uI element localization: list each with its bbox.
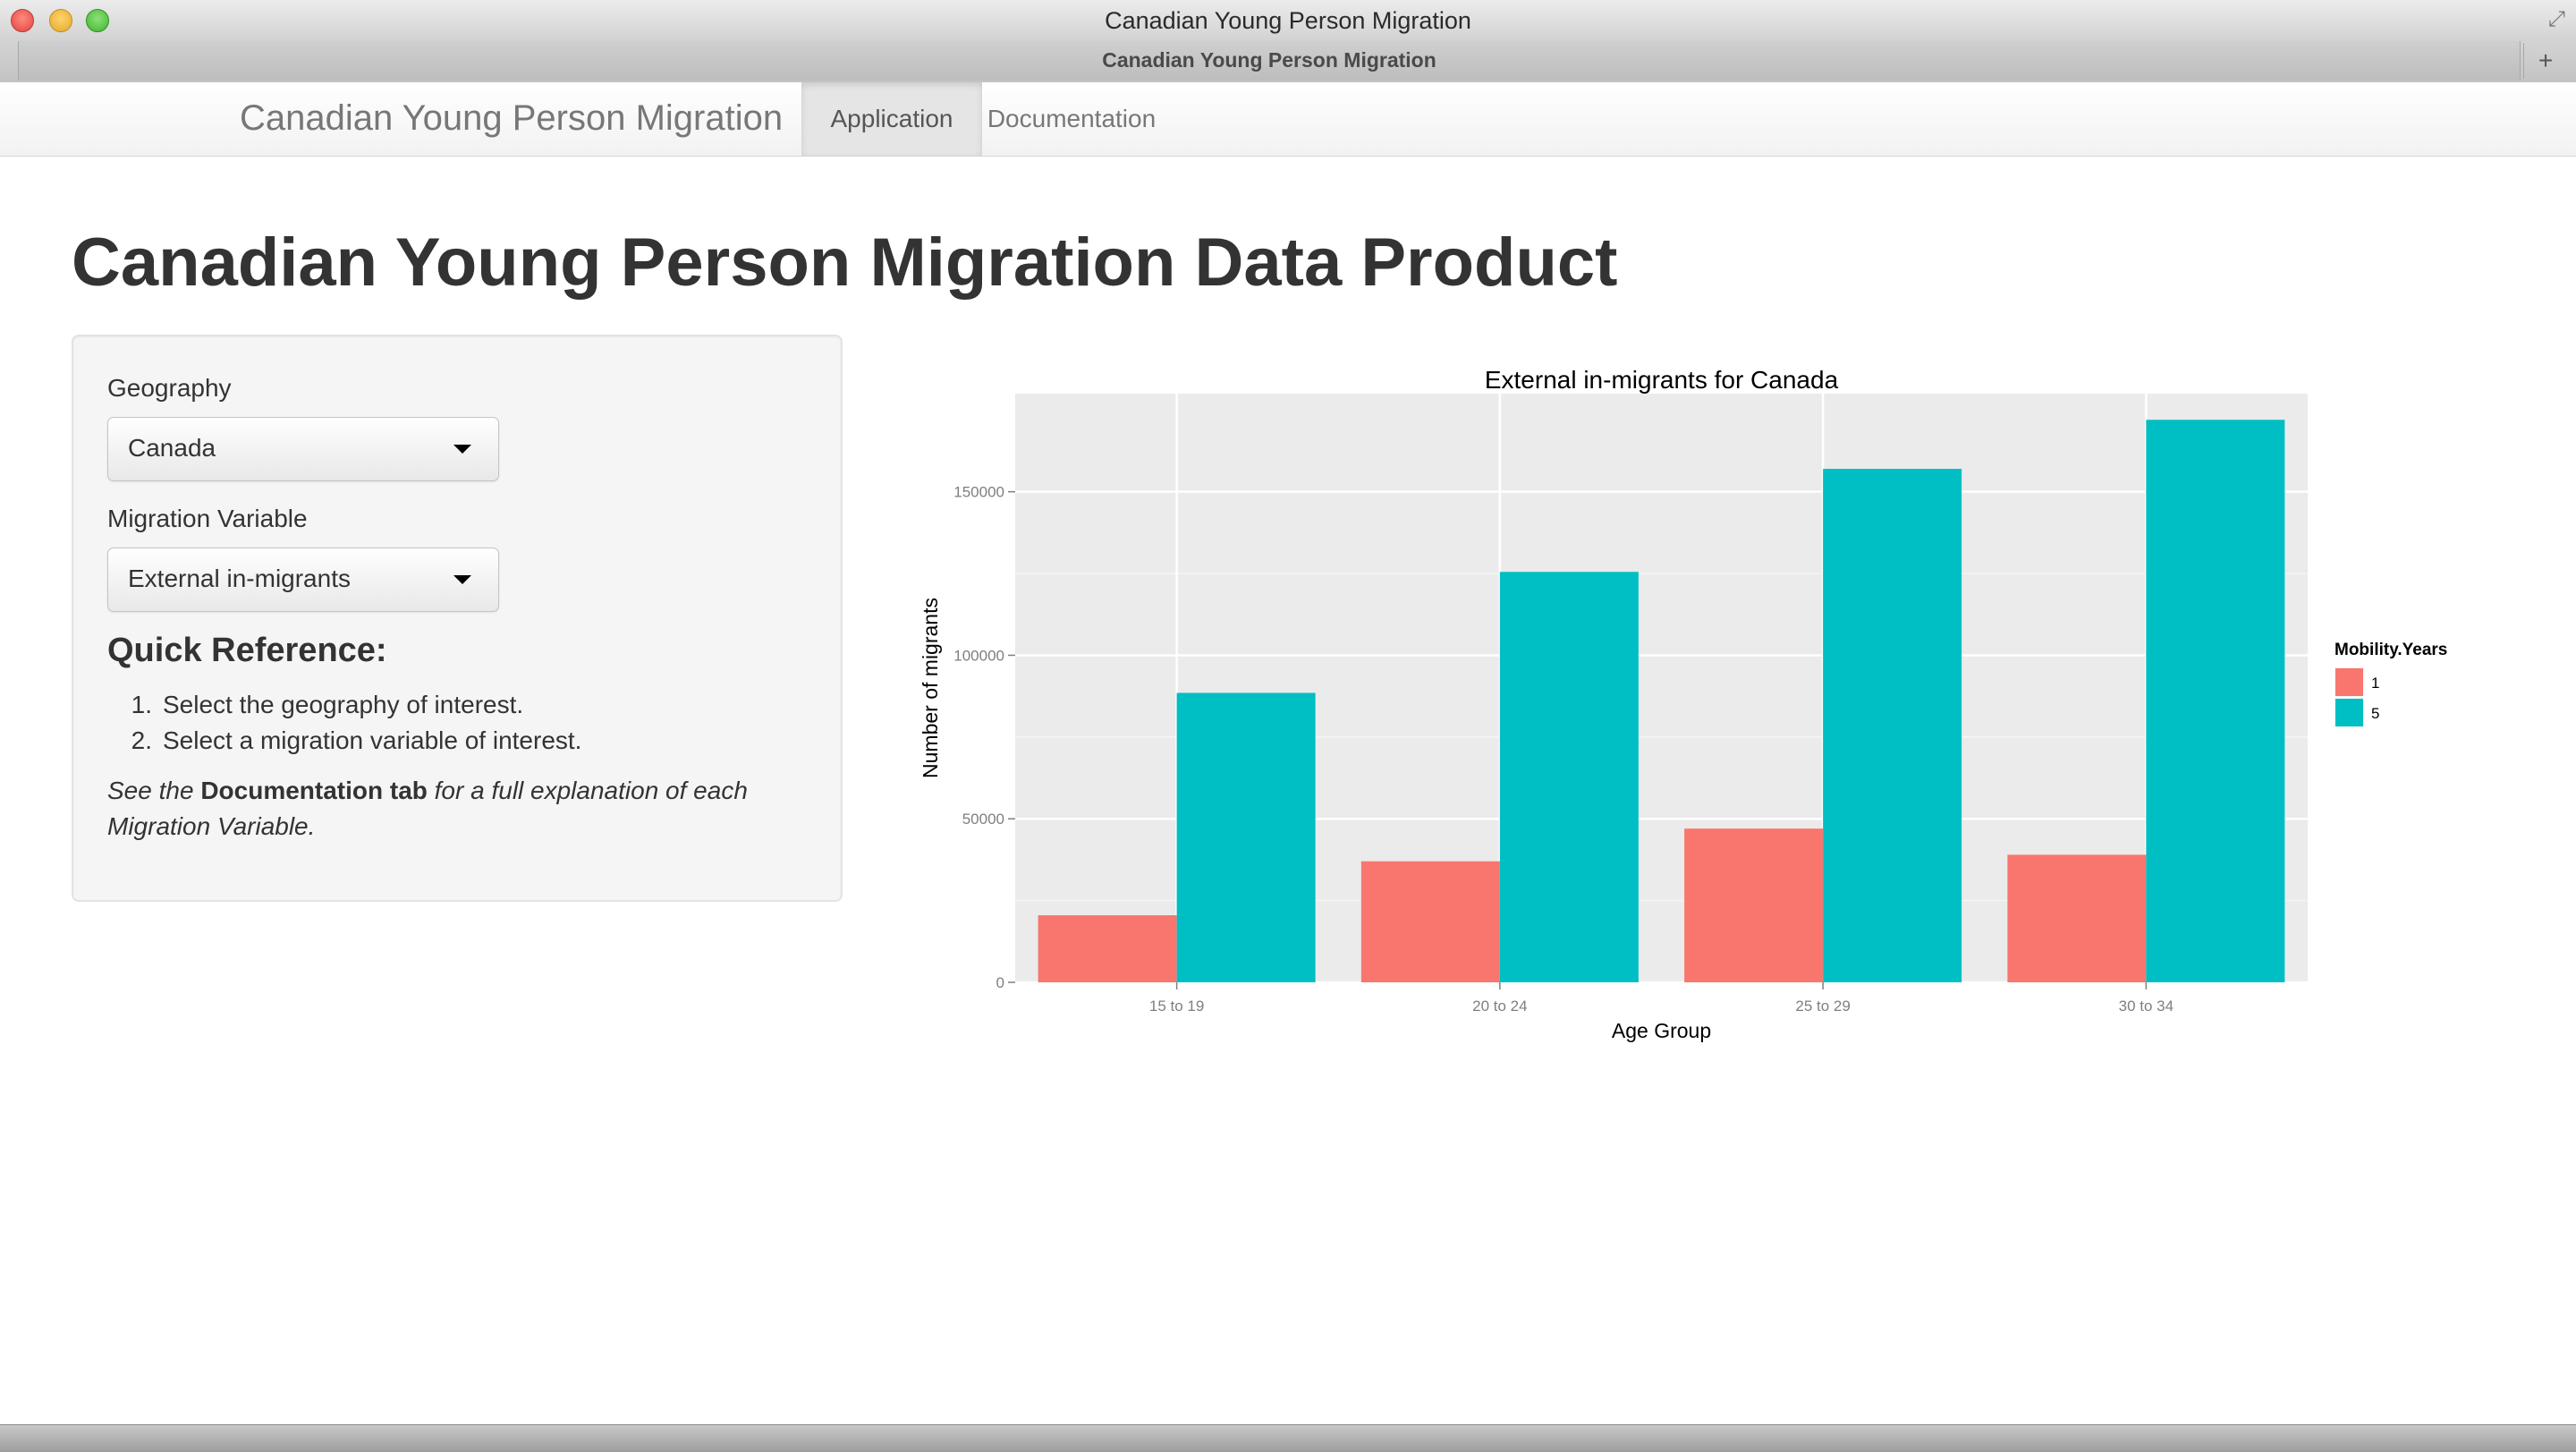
browser-tab-bar: Canadian Young Person Migration + [0, 41, 2576, 83]
sidebar-panel: Geography Canada Migration Variable Exte… [72, 335, 843, 902]
chart-title: External in-migrants for Canada [1485, 366, 1839, 394]
tab-application[interactable]: Application [801, 82, 982, 156]
browser-tab[interactable]: Canadian Young Person Migration [18, 41, 2521, 81]
tab-documentation[interactable]: Documentation [987, 105, 1157, 132]
x-tick-label: 25 to 29 [1795, 998, 1850, 1015]
navbar: Canadian Young Person Migration Applicat… [0, 82, 2576, 157]
navbar-brand[interactable]: Canadian Young Person Migration [240, 98, 784, 138]
new-tab-button[interactable]: + [2523, 43, 2567, 79]
legend-swatch [2335, 699, 2363, 726]
geography-label: Geography [107, 374, 232, 402]
bar [1823, 469, 1962, 982]
migration-variable-select-value: External in-migrants [128, 565, 351, 592]
window-titlebar: Canadian Young Person Migration ⤢ [0, 0, 2576, 42]
list-item: 2. Select a migration variable of interes… [131, 726, 582, 754]
window-bottom-bar [0, 1424, 2576, 1452]
y-tick-label: 0 [996, 974, 1004, 991]
x-tick-label: 30 to 34 [2119, 998, 2174, 1015]
quick-reference-title: Quick Reference: [107, 632, 387, 669]
legend-title: Mobility.Years [2334, 641, 2447, 659]
y-tick-label: 50000 [962, 811, 1004, 828]
geography-select-value: Canada [128, 434, 216, 462]
documentation-note: See the Documentation tab for a full exp… [107, 777, 748, 840]
bar [1038, 915, 1177, 982]
legend-swatch [2335, 668, 2363, 696]
bar [1684, 828, 1824, 982]
zoom-window-button[interactable] [86, 9, 109, 32]
documentation-tab-reference: Documentation tab [200, 777, 428, 804]
migration-variable-label: Migration Variable [107, 505, 308, 532]
caret-down-icon [453, 445, 471, 454]
y-tick-label: 100000 [953, 647, 1004, 664]
bar [1176, 692, 1316, 982]
fullscreen-icon[interactable]: ⤢ [2547, 7, 2565, 31]
quick-reference-list: 1. Select the geography of interest. 2. Se… [107, 687, 582, 759]
x-axis-title: Age Group [1612, 1019, 1711, 1042]
x-tick-label: 15 to 19 [1149, 998, 1204, 1015]
y-tick-label: 150000 [953, 484, 1004, 501]
bar [2146, 420, 2285, 982]
geography-select[interactable]: Canada [107, 417, 499, 481]
bar [1360, 861, 1500, 982]
browser-tab-title: Canadian Young Person Migration [1102, 48, 1436, 72]
migration-bar-chart: 0 50000 100000 150000 15 to 19 20 to 24 25 to … [919, 366, 2447, 1042]
legend-label: 5 [2371, 705, 2379, 722]
caret-down-icon [453, 575, 471, 584]
legend-label: 1 [2371, 675, 2379, 692]
bar [1499, 572, 1639, 982]
window-title: Canadian Young Person Migration [1105, 7, 1471, 34]
x-tick-label: 20 to 24 [1472, 998, 1527, 1015]
bar [2007, 854, 2147, 982]
migration-variable-select[interactable]: External in-migrants [107, 548, 499, 612]
y-axis-title: Number of migrants [919, 598, 942, 778]
page-title: Canadian Young Person Migration Data Pro… [72, 225, 1618, 301]
minimize-window-button[interactable] [49, 9, 72, 32]
close-window-button[interactable] [11, 9, 34, 32]
list-item: 1. Select the geography of interest. [131, 691, 524, 718]
